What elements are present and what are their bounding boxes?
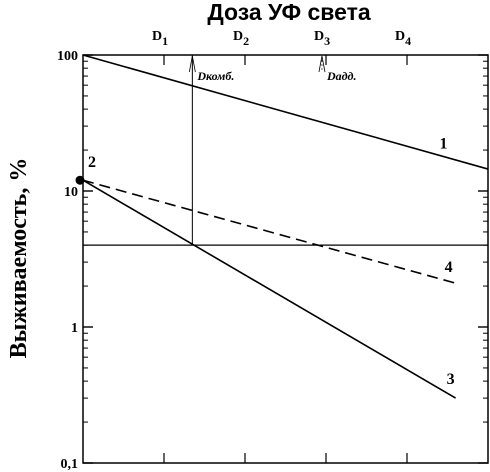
series-line-1 <box>82 54 489 170</box>
series-group <box>75 54 489 399</box>
y-tick-label: 100 <box>57 49 78 64</box>
x-tick-label-main: D <box>233 29 243 44</box>
x-tick-label-main: D <box>152 29 162 44</box>
y-tick-label: 1 <box>71 321 78 336</box>
x-tick-label-sub: 4 <box>405 34 411 48</box>
x-tick-label-sub: 1 <box>162 34 168 48</box>
series-label-3: 3 <box>447 371 455 388</box>
series-line-3 <box>82 179 457 399</box>
y-axis-label: Выживаемость, % <box>6 158 32 359</box>
x-tick-label: D3 <box>314 29 330 48</box>
x-tick-label-main: D <box>314 29 324 44</box>
x-tick-label: D2 <box>233 29 249 48</box>
x-tick-label: D4 <box>395 29 411 48</box>
labels-group: 1 4 3 2 Dкомб. Dадд. <box>88 55 455 388</box>
series-label-1: 1 <box>439 136 447 153</box>
x-tick-label: D1 <box>152 29 168 48</box>
annotation-label: Dадд. <box>326 69 357 83</box>
start-point-label: 2 <box>88 154 96 171</box>
annotation-label: Dкомб. <box>196 69 234 83</box>
series-line-4 <box>82 179 456 284</box>
x-tick-label-sub: 2 <box>243 34 249 48</box>
series-label-4: 4 <box>445 259 453 276</box>
reference-lines <box>83 55 488 246</box>
plot-frame <box>82 54 489 464</box>
y-tick-label: 0,1 <box>61 457 79 472</box>
y-tick-label: 10 <box>64 185 78 200</box>
x-tick-label-main: D <box>395 29 405 44</box>
start-point <box>75 175 85 185</box>
x-tick-label-sub: 3 <box>324 34 330 48</box>
chart-title: Доза УФ света <box>207 0 371 25</box>
